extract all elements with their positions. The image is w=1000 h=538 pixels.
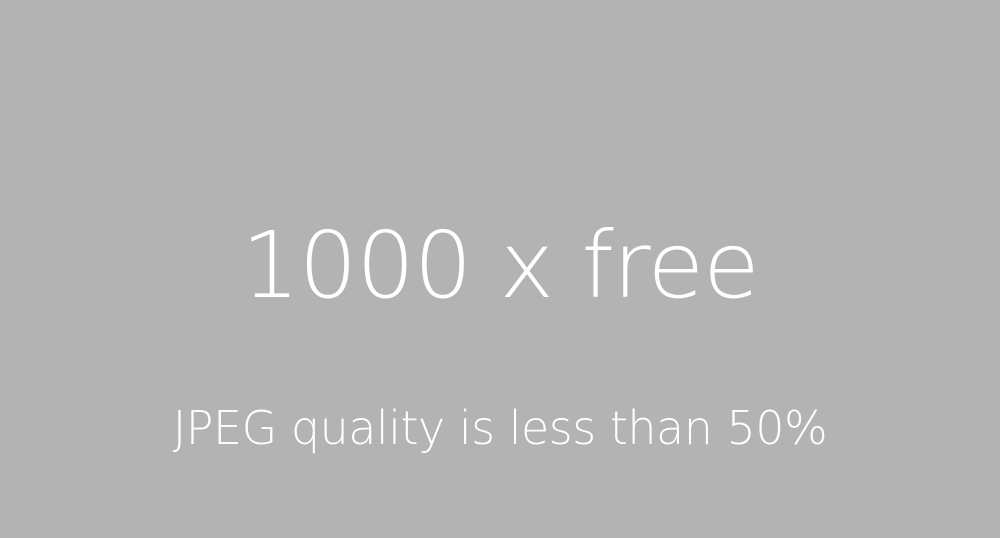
placeholder-title: 1000 x free — [241, 212, 759, 319]
placeholder-message: JPEG quality is less than 50% — [172, 401, 828, 455]
